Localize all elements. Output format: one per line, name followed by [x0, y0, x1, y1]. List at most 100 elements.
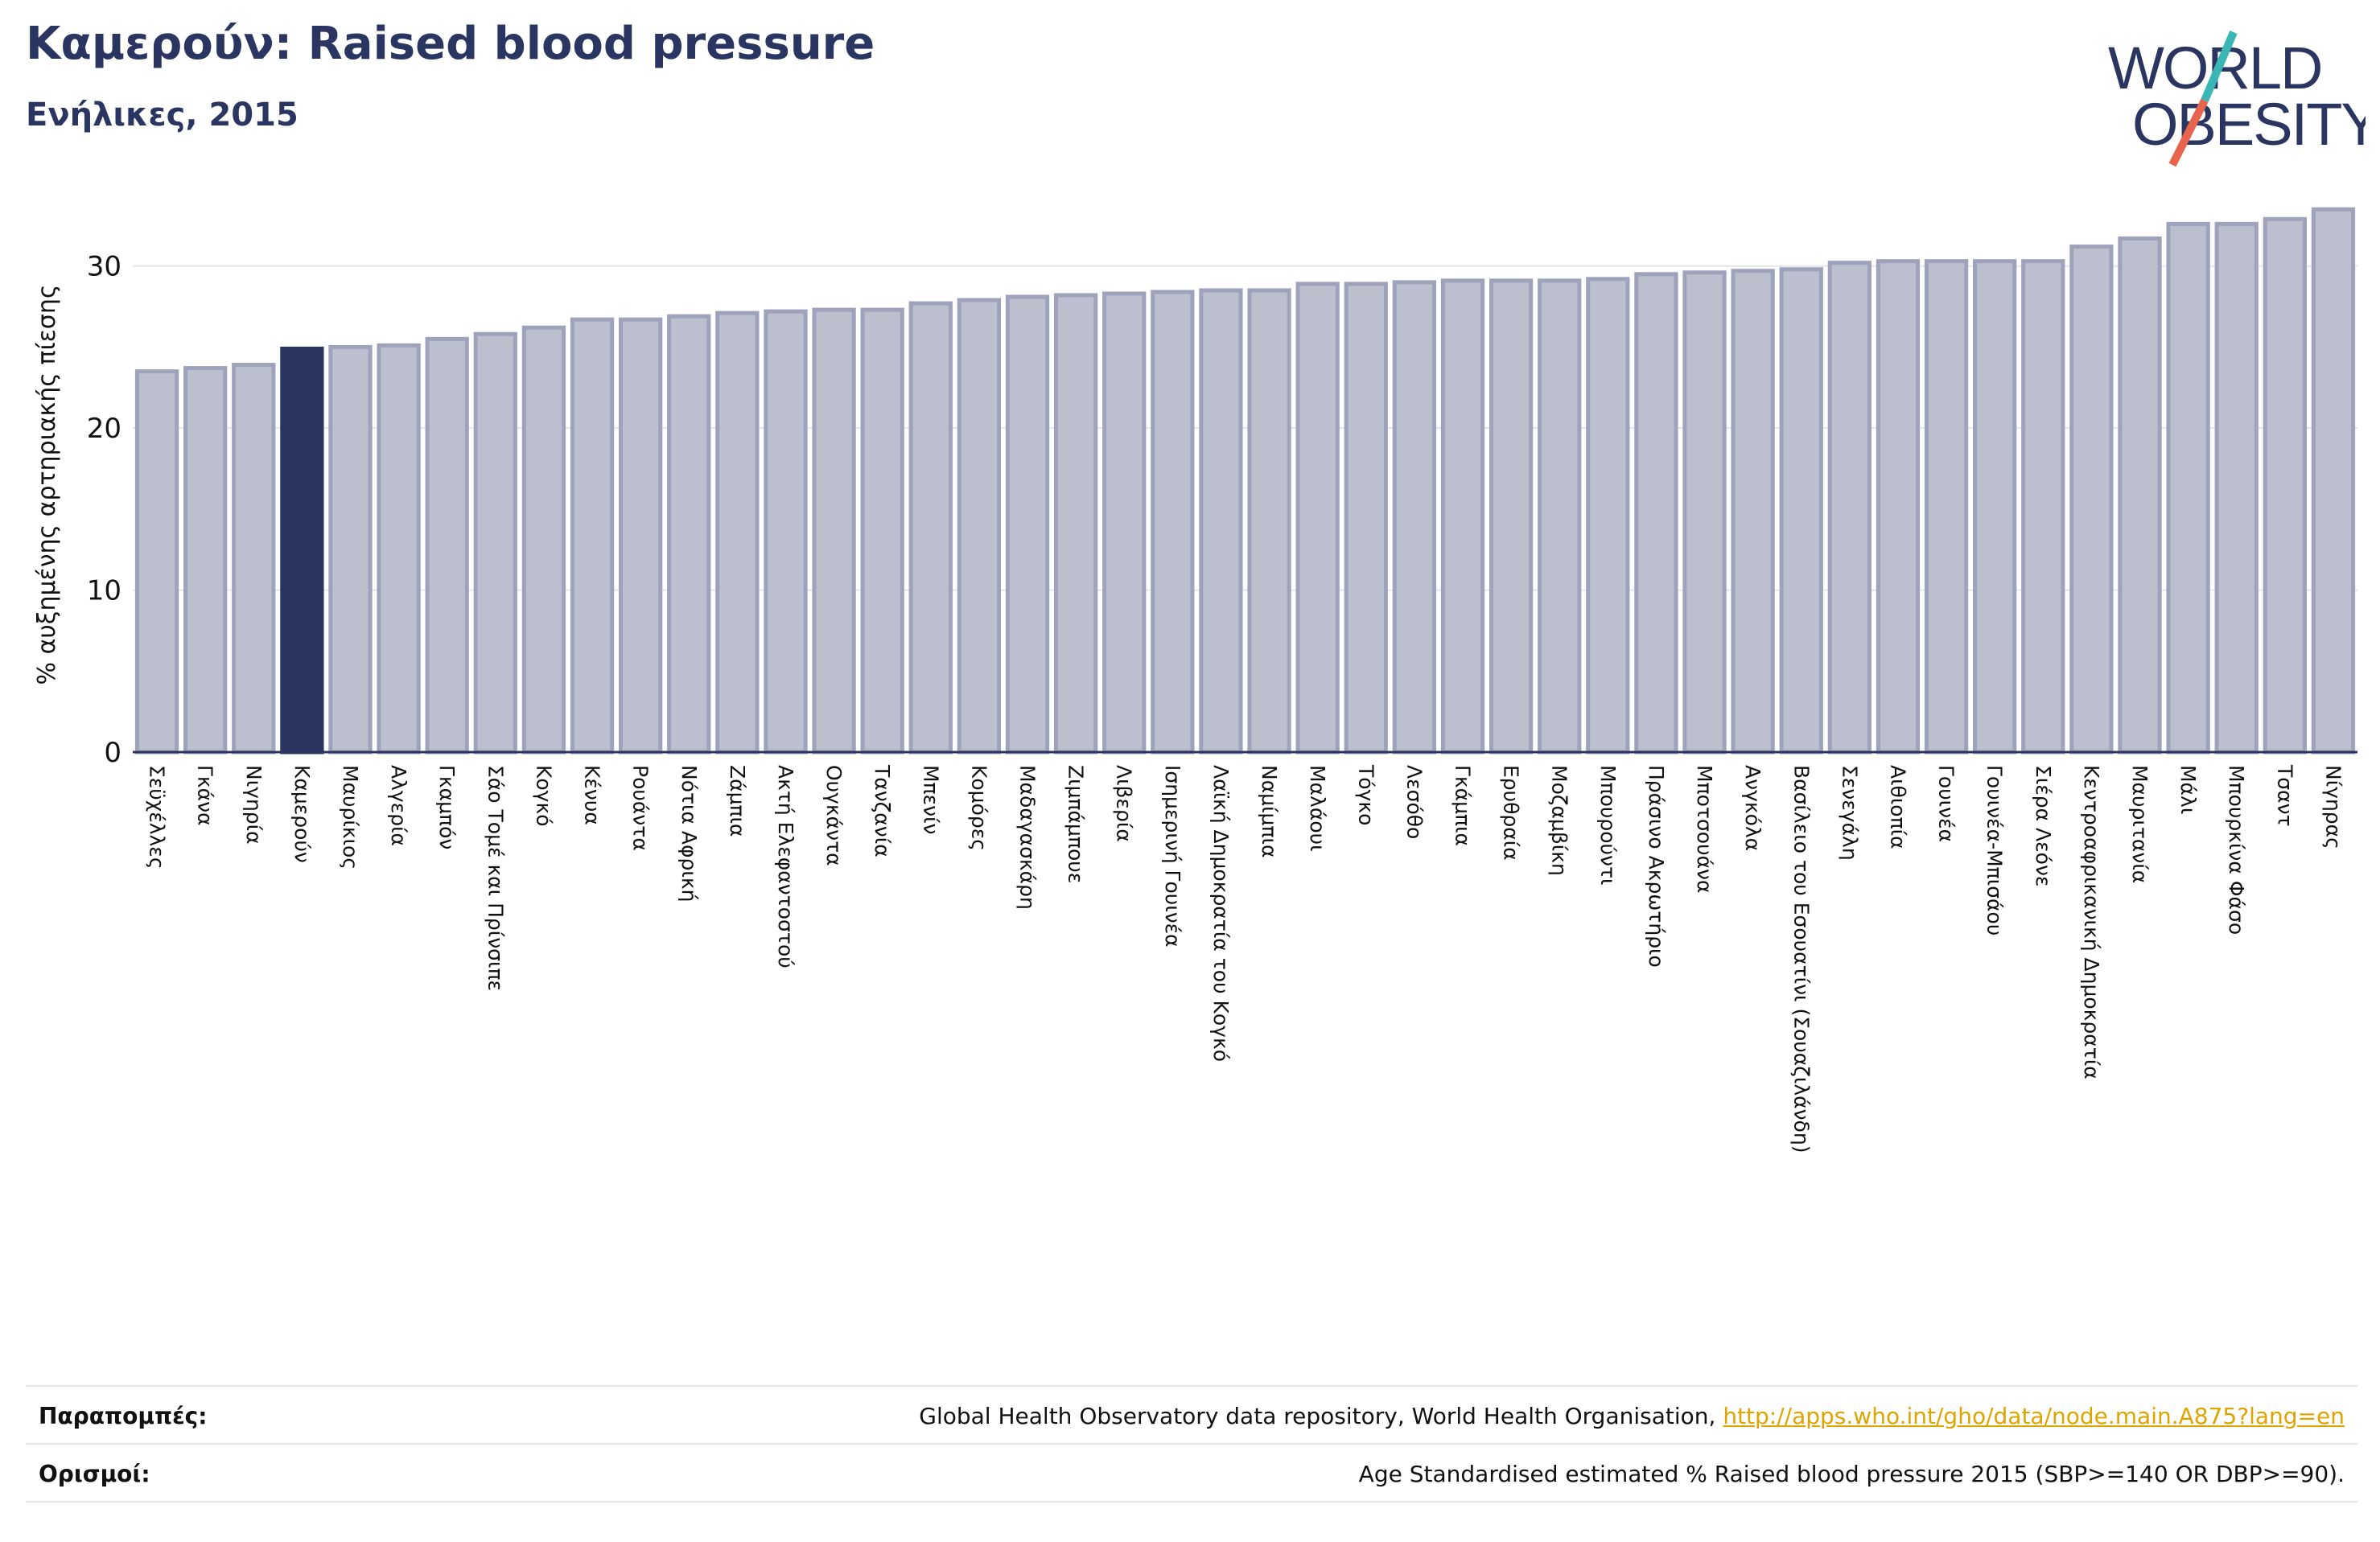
x-tick-label: Μποτσουάνα [1693, 765, 1716, 894]
references-link[interactable]: http://apps.who.int/gho/data/node.main.A… [1723, 1403, 2345, 1429]
bar-41 [2118, 236, 2162, 755]
x-tick-label: Αιθιοπία [1886, 765, 1909, 849]
x-tick-label: Βασίλειο του Εσουατίνι (Σουαζιλάνδη) [1789, 765, 1813, 1153]
bar-29 [1538, 278, 1582, 755]
bar-22 [1199, 288, 1243, 755]
x-tick-label: Κομόρες [967, 765, 990, 851]
bar-38 [1973, 259, 2017, 755]
bar-39 [2021, 259, 2065, 755]
x-tick-label: Λεσόθο [1402, 765, 1426, 839]
bar-12 [715, 310, 760, 755]
bar-2 [232, 363, 276, 755]
x-tick-label: Μαδαγασκάρη [1016, 765, 1040, 910]
x-tick-label: Ερυθραία [1500, 765, 1523, 861]
definitions-label: Ορισμοί: [39, 1461, 150, 1487]
x-tick-label: Ανγκόλα [1741, 765, 1764, 851]
x-tick-label: Ακτή Ελεφαντοστού [774, 765, 797, 968]
bar-5 [377, 343, 421, 755]
x-tick-label: Μπουρκίνα Φάσο [2225, 765, 2248, 935]
x-tick-label: Γκάμπια [1451, 765, 1474, 846]
x-tick-label: Νότια Αφρική [677, 765, 701, 902]
references-row: Παραπομπές: Global Health Observatory da… [26, 1385, 2357, 1443]
x-tick-label: Ναμίμπια [1258, 765, 1281, 857]
x-tick-label: Τσαντ [2273, 764, 2296, 827]
chart-title: Καμερούν: Raised blood pressure [26, 18, 875, 70]
bar-33 [1731, 269, 1775, 755]
logo-slash-coral [2168, 98, 2209, 167]
footer-divider [26, 1501, 2357, 1503]
bar-45 [2311, 207, 2356, 755]
bar-24 [1295, 282, 1340, 755]
bars-layer [134, 207, 2356, 755]
x-tick-label: Μοζαμβίκη [1548, 765, 1571, 876]
x-tick-label: Ρουάντα [629, 765, 653, 851]
bar-7 [473, 331, 517, 755]
y-tick-labels: 0 10 20 30 [87, 251, 121, 769]
bar-13 [764, 309, 808, 755]
bar-35 [1827, 261, 1872, 755]
world-obesity-logo: WORLD OBESITY [2108, 31, 2366, 167]
x-tick-label: Σενεγάλη [1838, 765, 1861, 861]
y-tick-label: 30 [87, 251, 121, 283]
bar-3 [280, 346, 324, 755]
x-tick-label: Λιβερία [1113, 765, 1136, 842]
references-label: Παραπομπές: [39, 1403, 208, 1429]
references-value: Global Health Observatory data repositor… [919, 1403, 2345, 1429]
bar-15 [860, 307, 904, 755]
x-tick-label: Κογκό [532, 765, 555, 827]
bar-1 [183, 366, 228, 755]
bar-30 [1586, 277, 1630, 755]
bar-32 [1682, 270, 1727, 755]
y-tick-label: 0 [104, 737, 121, 769]
x-tick-label: Σάο Τομέ και Πρίνσιπε [484, 765, 507, 991]
logo-slash-teal [2201, 31, 2238, 102]
bar-chart: 0 10 20 30 Σεϋχέλλες Γκάνα Νιγηρία Καμερούν Μαυ… [33, 207, 2357, 1153]
x-tick-label: Τόγκο [1354, 764, 1377, 825]
x-tick-label: Ζιμπάμπουε [1064, 765, 1088, 883]
bar-43 [2214, 221, 2259, 755]
x-tick-label: Λαϊκή Δημοκρατία του Κογκό [1209, 765, 1233, 1062]
bar-40 [2069, 245, 2114, 755]
bar-14 [812, 307, 856, 755]
definitions-text: Age Standardised estimated % Raised bloo… [1358, 1461, 2345, 1487]
x-tick-label: Μπουρούντι [1596, 765, 1620, 886]
bar-6 [425, 336, 469, 755]
x-tick-label: Καμερούν [290, 765, 314, 863]
x-tick-label: Σιέρα Λεόνε [2032, 765, 2055, 886]
bar-20 [1102, 291, 1147, 755]
bar-11 [667, 314, 711, 755]
bar-28 [1489, 278, 1534, 755]
x-tick-label: Γκαμπόν [435, 765, 459, 849]
bar-10 [618, 317, 663, 755]
bar-23 [1247, 288, 1291, 755]
x-tick-label: Πράσινο Ακρωτήριο [1645, 765, 1668, 968]
x-tick-label: Γκάνα [194, 765, 217, 826]
x-tick-label: Τανζανία [871, 764, 894, 857]
bar-34 [1779, 267, 1823, 755]
x-tick-label: Μάλι [2176, 765, 2200, 814]
definitions-row: Ορισμοί: Age Standardised estimated % Ra… [26, 1443, 2357, 1501]
logo-line2: OBESITY [2132, 91, 2366, 158]
bar-25 [1344, 282, 1388, 755]
x-tick-label: Νιγηρία [242, 765, 266, 845]
y-tick-label: 20 [87, 413, 121, 445]
x-tick-label: Γουινέα [1935, 765, 1958, 842]
bar-37 [1924, 259, 1969, 755]
x-tick-label: Ζάμπια [726, 765, 749, 837]
x-tick-label: Κένυα [581, 765, 604, 825]
bar-9 [570, 317, 615, 755]
references-text: Global Health Observatory data repositor… [919, 1403, 1723, 1429]
bar-4 [328, 344, 373, 755]
bar-36 [1876, 259, 1921, 755]
x-tick-label: Γουινέα-Μπισάου [1983, 765, 2007, 935]
bar-26 [1392, 280, 1437, 755]
x-tick-label: Κεντροαφρικανική Δημοκρατία [2080, 765, 2103, 1079]
bar-21 [1151, 290, 1195, 755]
x-tick-label: Μπενίν [919, 765, 942, 835]
x-tick-labels: Σεϋχέλλες Γκάνα Νιγηρία Καμερούν Μαυρίκιος Αλ… [146, 764, 2345, 1153]
y-tick-label: 10 [87, 575, 121, 607]
chart-subtitle: Ενήλικες, 2015 [26, 97, 299, 134]
bar-17 [957, 298, 1002, 755]
bar-0 [134, 369, 179, 755]
x-tick-label: Ισημερινή Γουινέα [1161, 765, 1184, 948]
